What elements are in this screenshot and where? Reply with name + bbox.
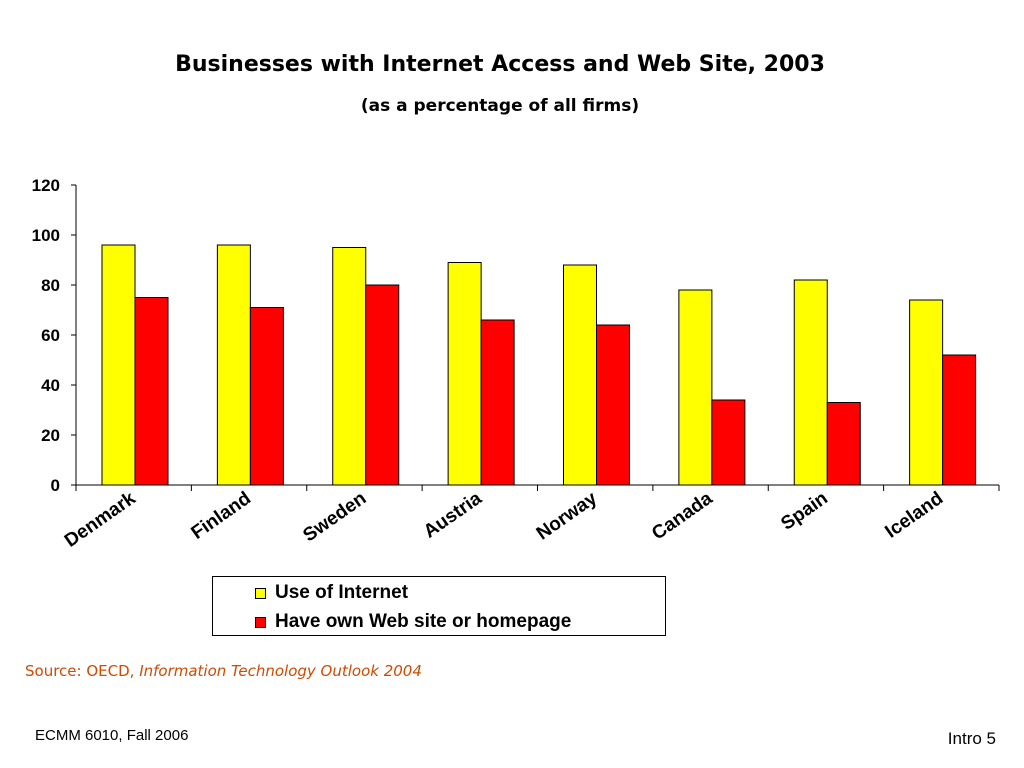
x-tick-label-austria: Austria: [420, 488, 486, 543]
bar-iceland-website: [942, 354, 977, 486]
bar-sweden-internet: [332, 247, 367, 486]
bar-iceland-internet: [909, 299, 944, 486]
bar-austria-internet: [447, 262, 482, 486]
bar-austria-website: [480, 319, 515, 486]
bars-layer: [101, 244, 977, 486]
axes-layer: 0 20 40 60 80 100 120 Denmark Finland Sweden Austr…: [32, 176, 1000, 552]
y-tick-label: 60: [41, 326, 60, 345]
footer-course: ECMM 6010, Fall 2006: [35, 727, 189, 744]
legend-item-website: Have own Web site or homepage: [255, 611, 571, 633]
x-tick-label-denmark: Denmark: [61, 488, 140, 552]
x-tick-label-canada: Canada: [648, 488, 717, 545]
footer-slide-number: Intro 5: [947, 729, 996, 748]
source-note: Source: OECD, Information Technology Out…: [25, 662, 422, 680]
x-tick-label-sweden: Sweden: [299, 488, 370, 546]
bar-canada-website: [711, 399, 746, 486]
x-tick-label-norway: Norway: [533, 488, 602, 545]
chart-legend: Use of Internet Have own Web site or hom…: [212, 576, 666, 636]
bar-denmark-internet: [101, 244, 136, 486]
bar-spain-website: [826, 402, 861, 486]
legend-swatch-internet: [255, 587, 266, 599]
legend-swatch-website: [255, 616, 266, 628]
chart-subtitle: (as a percentage of all firms): [360, 96, 640, 116]
y-tick-label: 100: [32, 226, 60, 245]
x-tick-label-finland: Finland: [188, 488, 255, 544]
y-tick-label: 80: [41, 276, 60, 295]
x-tick-label-iceland: Iceland: [881, 488, 947, 543]
bar-spain-internet: [793, 279, 828, 486]
source-prefix: Source: OECD,: [25, 662, 140, 680]
y-tick-label: 0: [51, 476, 60, 495]
bar-norway-website: [596, 324, 630, 486]
legend-item-internet: Use of Internet: [255, 582, 408, 604]
chart-title: Businesses with Internet Access and Web …: [175, 52, 825, 77]
bar-sweden-website: [365, 284, 400, 486]
x-tick-label-spain: Spain: [777, 488, 831, 535]
y-tick-label: 40: [41, 376, 60, 395]
bar-finland-website: [249, 307, 284, 486]
bar-norway-internet: [563, 264, 597, 486]
legend-label-website: Have own Web site or homepage: [275, 611, 572, 632]
source-title: Information Technology Outlook 2004: [139, 662, 422, 680]
y-tick-label: 120: [32, 176, 60, 195]
y-tick-label: 20: [41, 426, 60, 445]
bar-finland-internet: [216, 244, 251, 486]
bar-denmark-website: [134, 297, 169, 486]
bar-canada-internet: [678, 289, 713, 486]
legend-label-internet: Use of Internet: [275, 582, 409, 603]
